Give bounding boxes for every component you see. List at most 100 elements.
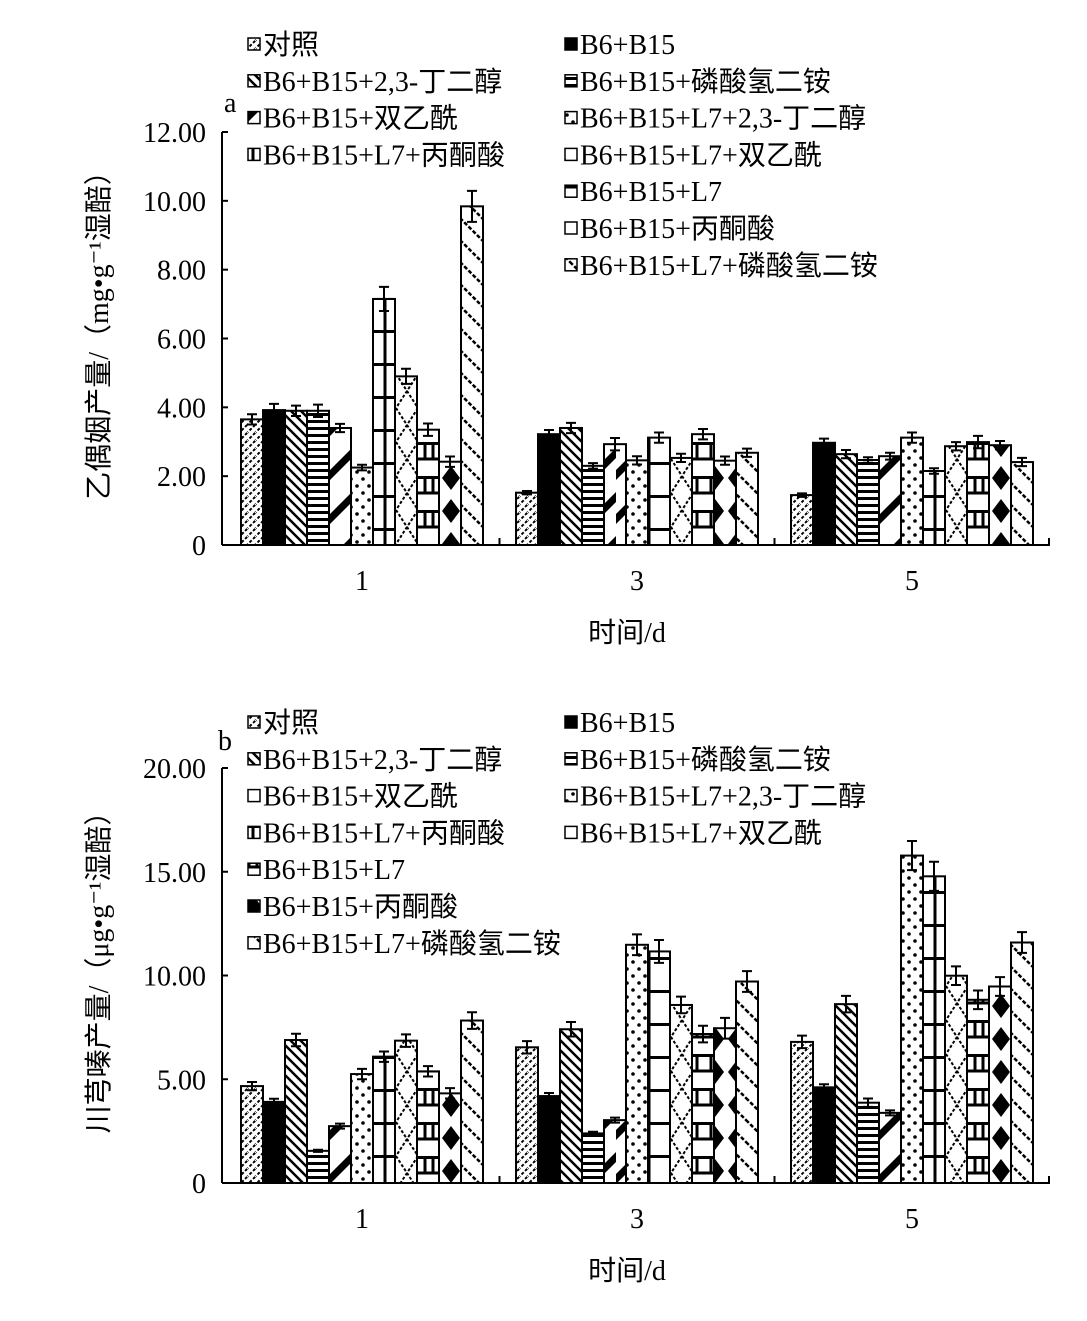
- bar: [537, 1095, 561, 1184]
- legend-item: B6+B15+2,3-丁二醇: [247, 66, 502, 98]
- bar: [900, 854, 924, 1184]
- error-bar: [676, 995, 686, 1015]
- bar: [603, 443, 627, 547]
- error-bar: [742, 970, 752, 993]
- bar: [460, 1019, 484, 1185]
- error-bar: [1017, 456, 1027, 468]
- bar: [625, 459, 649, 546]
- y-tick-label: 6.00: [157, 325, 206, 356]
- legend-item: B6+B15+2,3-丁二醇: [247, 744, 502, 776]
- error-bar: [335, 422, 345, 434]
- y-tick-label: 0: [192, 1169, 206, 1200]
- legend-item: B6+B15+L7+2,3-丁二醇: [564, 103, 866, 135]
- legend-label: B6+B15+L7+双乙酰: [580, 139, 822, 171]
- legend-swatch: [247, 899, 261, 913]
- error-bar: [291, 404, 301, 417]
- error-bar: [885, 1109, 895, 1117]
- legend-swatch: [564, 74, 578, 88]
- bar: [878, 1111, 902, 1184]
- legend-swatch: [564, 147, 578, 162]
- error-bar: [522, 489, 532, 496]
- bar: [988, 985, 1012, 1184]
- bar: [691, 433, 715, 547]
- bar: [262, 1100, 286, 1185]
- x-tick-label: 1: [355, 566, 369, 597]
- error-bar: [566, 421, 576, 435]
- legend-swatch: [247, 147, 261, 162]
- legend-swatch: [564, 221, 578, 235]
- bar: [988, 444, 1012, 547]
- x-tick-label: 3: [630, 1204, 644, 1235]
- y-tick-label: 20.00: [143, 754, 206, 785]
- legend-item: B6+B15+L7+丙酮酸: [247, 139, 505, 171]
- error-bar: [445, 1087, 455, 1100]
- bar: [306, 409, 330, 546]
- error-bar: [720, 1016, 730, 1040]
- x-tick-label: 3: [630, 566, 644, 597]
- legend-item: B6+B15+丙酮酸: [564, 213, 775, 245]
- error-bar: [995, 440, 1005, 451]
- bar: [537, 433, 561, 547]
- bar: [438, 1092, 462, 1184]
- error-bar: [698, 428, 708, 441]
- bar: [713, 1027, 737, 1184]
- bar: [581, 464, 605, 547]
- legend-swatch: [247, 825, 261, 840]
- error-bar: [797, 492, 807, 498]
- error-bar: [951, 965, 961, 987]
- bar: [669, 456, 693, 547]
- legend-label: B6+B15+L7+2,3-丁二醇: [580, 103, 866, 135]
- error-bar: [632, 455, 642, 466]
- bar: [559, 426, 583, 547]
- error-bar: [720, 455, 730, 466]
- bar: [559, 1028, 583, 1185]
- y-tick-label: 10.00: [143, 962, 206, 993]
- bar: [900, 436, 924, 546]
- bar: [416, 428, 440, 546]
- bar: [306, 1149, 330, 1185]
- legend-item: 对照: [247, 29, 319, 61]
- bar: [812, 1086, 836, 1185]
- bar: [735, 451, 759, 546]
- error-bar: [742, 447, 752, 458]
- bar: [515, 1046, 539, 1185]
- bar: [812, 441, 836, 546]
- legend-swatch: [247, 110, 261, 125]
- bar: [240, 1085, 264, 1185]
- error-bar: [841, 449, 851, 460]
- error-bar: [907, 840, 917, 872]
- bar: [856, 1101, 880, 1185]
- bar: [372, 1055, 396, 1184]
- legend-swatch: [564, 715, 578, 729]
- bar: [372, 297, 396, 546]
- error-bar: [423, 1065, 433, 1078]
- error-bar: [566, 1020, 576, 1038]
- error-bar: [467, 1011, 477, 1030]
- legend-item: B6+B15+L7+丙酮酸: [247, 817, 505, 849]
- error-bar: [698, 1024, 708, 1044]
- legend-item: B6+B15+L7+磷酸氢二铵: [564, 250, 878, 282]
- error-bar: [379, 285, 389, 312]
- bar: [669, 1003, 693, 1185]
- legend-swatch: [564, 184, 578, 198]
- bar: [966, 998, 990, 1185]
- chart-a: 0 2.00 4.00 6.00 8.00 10.00 12.00 1 3 5 时间/d 乙偶姻产量/…: [83, 29, 1050, 649]
- bar: [944, 974, 968, 1185]
- bar: [603, 1119, 627, 1184]
- error-bar: [291, 1032, 301, 1048]
- bar: [350, 1073, 374, 1184]
- chart-b: 0 5.00 10.00 15.00 20.00 1 3 5 时间/d 川芎嗪产量/（μg•g⁻¹…: [83, 707, 1050, 1287]
- legend-swatch: [247, 862, 261, 876]
- error-bar: [269, 1097, 279, 1106]
- bar: [735, 980, 759, 1185]
- x-tick-label: 5: [905, 566, 919, 597]
- error-bar: [951, 441, 961, 452]
- error-bar: [797, 1034, 807, 1050]
- error-bar: [544, 429, 554, 440]
- bar: [922, 470, 946, 547]
- bar: [515, 491, 539, 547]
- y-tick-label: 4.00: [157, 393, 206, 424]
- legend-item: B6+B15+磷酸氢二铵: [564, 66, 831, 98]
- legend-swatch: [247, 37, 261, 51]
